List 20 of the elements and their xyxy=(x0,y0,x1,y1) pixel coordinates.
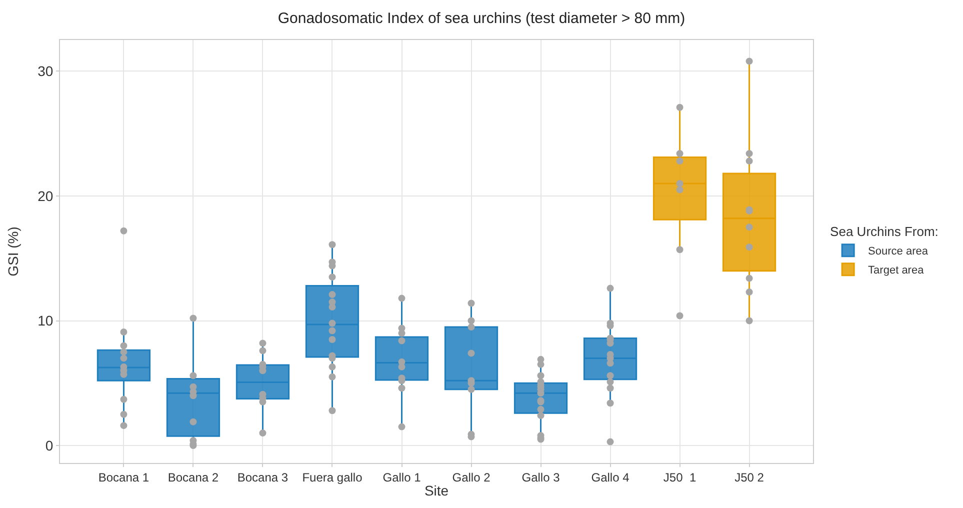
y-axis-title: GSI (%) xyxy=(5,226,22,276)
x-tick-label: Bocana 1 xyxy=(98,470,150,484)
x-tick-label: Bocana 2 xyxy=(168,470,219,484)
legend-label: Source area xyxy=(868,246,929,258)
x-tick-label: Gallo 3 xyxy=(522,470,560,484)
x-tick-label: Bocana 3 xyxy=(237,470,288,484)
legend-label: Target area xyxy=(868,264,925,277)
x-tick-label: J50 2 xyxy=(734,470,764,484)
y-tick-label: 30 xyxy=(38,63,54,80)
x-tick-label: Fuera gallo xyxy=(302,470,363,484)
x-axis-title: Site xyxy=(424,482,449,499)
x-tick-label: Gallo 4 xyxy=(591,470,630,484)
legend-title: Sea Urchins From: xyxy=(830,224,938,239)
x-tick-label: Gallo 1 xyxy=(382,470,422,484)
y-tick-label: 0 xyxy=(45,437,54,454)
y-tick-label: 10 xyxy=(38,312,54,329)
y-tick-label: 20 xyxy=(38,188,54,204)
x-tick-label: Gallo 2 xyxy=(452,470,491,484)
x-tick-label: J50 1 xyxy=(663,470,696,484)
chart-title: Gonadosomatic Index of sea urchins (test diameter > 80 mm) xyxy=(278,10,686,28)
